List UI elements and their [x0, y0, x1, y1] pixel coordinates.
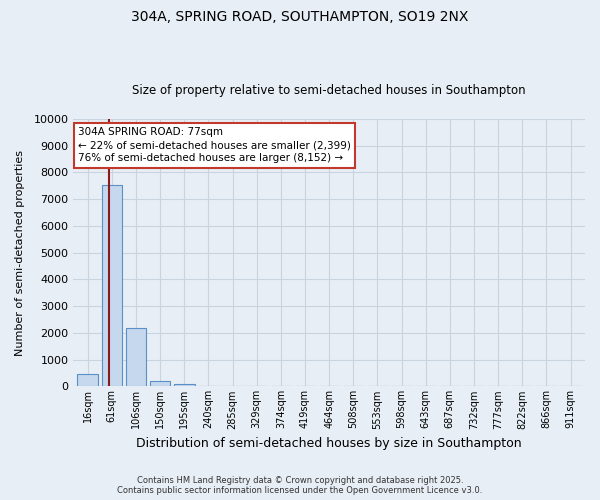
Text: 304A, SPRING ROAD, SOUTHAMPTON, SO19 2NX: 304A, SPRING ROAD, SOUTHAMPTON, SO19 2NX [131, 10, 469, 24]
Bar [126, 328, 146, 386]
Title: Size of property relative to semi-detached houses in Southampton: Size of property relative to semi-detach… [132, 84, 526, 97]
Bar [77, 374, 98, 386]
Bar [150, 381, 170, 386]
Text: 304A SPRING ROAD: 77sqm
← 22% of semi-detached houses are smaller (2,399)
76% of: 304A SPRING ROAD: 77sqm ← 22% of semi-de… [79, 127, 351, 164]
X-axis label: Distribution of semi-detached houses by size in Southampton: Distribution of semi-detached houses by … [136, 437, 522, 450]
Y-axis label: Number of semi-detached properties: Number of semi-detached properties [15, 150, 25, 356]
Bar [174, 384, 194, 386]
Bar [101, 184, 122, 386]
Text: Contains HM Land Registry data © Crown copyright and database right 2025.
Contai: Contains HM Land Registry data © Crown c… [118, 476, 482, 495]
